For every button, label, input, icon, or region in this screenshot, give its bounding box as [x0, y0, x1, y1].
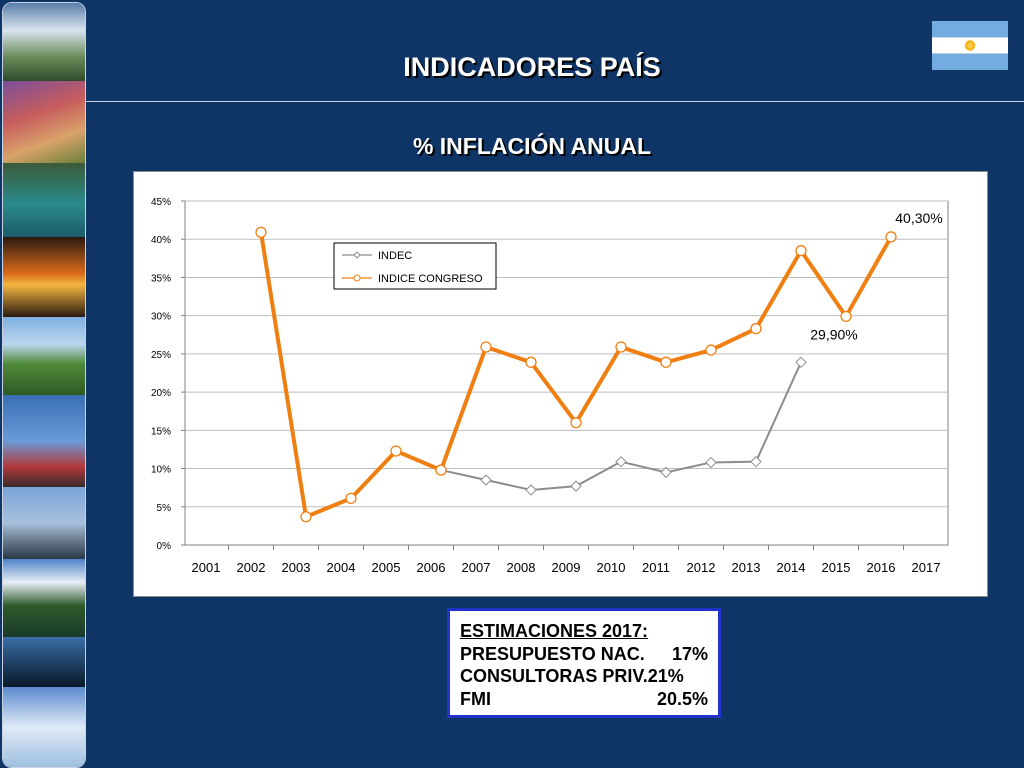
x-tick-label: 2011	[642, 560, 670, 575]
x-tick-label: 2006	[417, 560, 446, 575]
indec-point	[705, 456, 717, 469]
data-label: 40,30%	[895, 210, 942, 226]
estimate-value: 21%	[647, 666, 684, 686]
congreso-point	[660, 356, 672, 368]
header-divider	[86, 101, 1024, 102]
estimate-label: PRESUPUESTO NAC.	[460, 643, 645, 664]
plot-area	[184, 200, 949, 546]
congreso-point	[300, 511, 312, 523]
estimates-heading: ESTIMACIONES 2017:	[460, 621, 649, 641]
estimate-value: 20.5%	[656, 688, 708, 709]
photo-glacier	[3, 687, 85, 767]
y-tick-label: 15%	[151, 426, 171, 437]
indec-point	[525, 484, 537, 496]
estimate-row: CONSULTORAS PRIV. 21%	[460, 665, 708, 688]
congreso-point	[795, 245, 807, 257]
page-title: INDICADORES PAÍS	[403, 52, 661, 82]
photo-strip	[2, 2, 86, 768]
chart-panel: 0% 5% 10% 15% 20% 25% 30% 35% 40% 45% 2001 2002 2003…	[133, 171, 988, 597]
x-tick-label: 2014	[777, 560, 806, 575]
indec-point	[570, 480, 582, 492]
estimate-row: FMI 20.5%	[460, 688, 708, 711]
congreso-point	[480, 341, 492, 353]
x-tick-label: 2004	[327, 560, 356, 575]
congreso-point	[345, 492, 357, 505]
congreso-point	[255, 226, 267, 238]
indec-point	[750, 455, 762, 468]
legend	[333, 242, 497, 290]
y-tick-label: 10%	[151, 465, 171, 476]
congreso-point	[570, 417, 582, 429]
x-tick-label: 2010	[597, 560, 626, 575]
photo-waterfall	[3, 3, 85, 81]
indec-point	[795, 356, 807, 369]
legend-marker	[353, 251, 361, 259]
congreso-point	[615, 341, 627, 353]
photo-field	[3, 317, 85, 395]
x-tick-label: 2017	[912, 560, 941, 575]
indec-point	[615, 455, 627, 468]
congreso-point	[390, 445, 402, 457]
x-tick-label: 2008	[507, 560, 536, 575]
data-label: 29,90%	[810, 326, 857, 342]
estimate-label: CONSULTORAS PRIV.	[460, 666, 648, 686]
congreso-point	[840, 310, 852, 323]
y-tick-label: 30%	[151, 312, 171, 323]
estimates-box: ESTIMACIONES 2017: PRESUPUESTO NAC. 17% …	[447, 608, 721, 718]
x-tick-label: 2005	[372, 560, 401, 575]
legend-label: INDEC	[378, 250, 412, 262]
photo-sunset	[3, 237, 85, 317]
x-tick-label: 2016	[867, 560, 896, 575]
congreso-point	[705, 344, 717, 356]
indec-point	[660, 466, 672, 479]
estimate-row: PRESUPUESTO NAC. 17%	[460, 643, 708, 666]
x-tick-label: 2013	[732, 560, 761, 575]
argentina-flag-icon	[932, 21, 1008, 70]
series-line-indec	[440, 361, 802, 491]
x-tick-label: 2009	[552, 560, 581, 575]
photo-hills	[3, 81, 85, 163]
photo-whale	[3, 637, 85, 687]
congreso-point	[885, 231, 897, 243]
photo-river	[3, 163, 85, 237]
y-tick-label: 45%	[151, 197, 171, 208]
x-tick-label: 2002	[237, 560, 266, 575]
congreso-point	[750, 323, 762, 335]
photo-city	[3, 487, 85, 559]
y-tick-label: 5%	[157, 503, 172, 514]
y-tick-label: 35%	[151, 273, 171, 284]
x-tick-label: 2012	[687, 560, 716, 575]
y-tick-label: 40%	[151, 235, 171, 246]
y-tick-label: 0%	[157, 541, 172, 552]
estimate-value: 17%	[671, 643, 708, 664]
congreso-point	[525, 356, 537, 368]
estimate-label: FMI	[460, 688, 491, 709]
photo-lake	[3, 559, 85, 637]
photo-obelisk	[3, 395, 85, 487]
inflation-chart: 0% 5% 10% 15% 20% 25% 30% 35% 40% 45% 2001 2002 2003…	[151, 197, 949, 575]
chart-subtitle: % INFLACIÓN ANUAL	[412, 133, 652, 159]
congreso-point	[435, 464, 447, 476]
x-tick-label: 2001	[192, 560, 221, 575]
indec-point	[480, 474, 492, 486]
legend-label: INDICE CONGRESO	[378, 273, 483, 285]
y-tick-label: 20%	[151, 388, 171, 399]
x-tick-label: 2003	[282, 560, 311, 575]
legend-marker	[353, 274, 361, 282]
x-tick-label: 2007	[462, 560, 491, 575]
y-tick-label: 25%	[151, 350, 171, 361]
x-tick-label: 2015	[822, 560, 851, 575]
